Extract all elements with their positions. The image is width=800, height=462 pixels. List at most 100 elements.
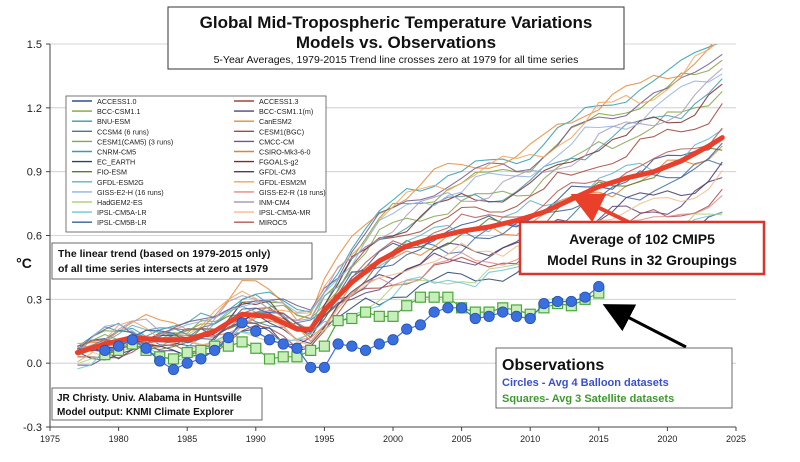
satellite-point xyxy=(373,310,385,322)
observations-arrow xyxy=(602,304,687,349)
legend-label: FGOALS-g2 xyxy=(259,158,299,167)
balloon-point xyxy=(428,306,440,318)
legend-label: HadGEM2-ES xyxy=(97,198,143,207)
x-tick-label: 2020 xyxy=(657,434,677,444)
trend-note-line2: of all time series intersects at zero at… xyxy=(58,263,268,275)
legend-label: GISS-E2-H (16 runs) xyxy=(97,188,164,197)
legend-label: ACCESS1.0 xyxy=(97,97,137,106)
observations-balloons-label: Circles - Avg 4 Balloon datasets xyxy=(502,377,669,389)
balloon-point xyxy=(593,280,605,293)
legend-label: GISS-E2-R (18 runs) xyxy=(259,188,326,197)
balloon-point xyxy=(552,295,564,308)
balloon-point xyxy=(401,323,413,335)
satellite-point xyxy=(442,291,454,303)
chart-title-line2: Models vs. Observations xyxy=(296,33,496,52)
average-annotation-box xyxy=(518,220,766,276)
legend-label: IPSL-CM5A-LR xyxy=(97,208,147,217)
legend-label: BNU-ESM xyxy=(97,117,130,126)
legend-label: BCC-CSM1.1 xyxy=(97,107,141,116)
observations-heading: Observations xyxy=(502,357,604,374)
trend-note-line1: The linear trend (based on 1979-2015 onl… xyxy=(58,248,270,260)
x-tick-label: 1995 xyxy=(314,434,334,444)
balloon-point xyxy=(222,332,234,344)
satellite-point xyxy=(359,306,372,318)
satellite-point xyxy=(414,291,427,303)
chart-title: Global Mid-Tropospheric Temperature Vari… xyxy=(200,13,593,32)
balloon-point xyxy=(305,361,317,374)
legend-label: ACCESS1.3 xyxy=(259,97,299,106)
balloon-point xyxy=(373,338,385,350)
x-tick-label: 2025 xyxy=(726,434,746,444)
x-tick-label: 1975 xyxy=(40,434,60,444)
x-tick-label: 2005 xyxy=(452,434,472,444)
balloon-point xyxy=(332,338,344,350)
balloon-point xyxy=(291,342,303,354)
model-run-line xyxy=(77,53,723,351)
balloon-point xyxy=(359,344,372,356)
balloon-point xyxy=(442,302,454,314)
satellite-point xyxy=(401,300,413,312)
observation-series xyxy=(99,280,605,376)
model-run-line xyxy=(77,44,713,345)
x-tick-label: 1980 xyxy=(109,434,129,444)
legend-label: GFDL-ESM2G xyxy=(97,178,144,187)
model-run-line xyxy=(77,44,717,363)
legend-label: CCSM4 (6 runs) xyxy=(97,127,149,136)
y-tick-label: 0.0 xyxy=(27,358,42,370)
satellite-point xyxy=(305,344,317,356)
model-average-series xyxy=(74,135,725,355)
x-tick-label: 2015 xyxy=(589,434,609,444)
balloon-point xyxy=(167,363,180,376)
legend-label: BCC-CSM1.1(m) xyxy=(259,107,313,116)
legend-label: INM-CM4 xyxy=(259,198,290,207)
satellite-point xyxy=(181,346,193,359)
y-tick-label: 1.2 xyxy=(27,103,42,115)
credit-box xyxy=(51,387,263,421)
legend-label: EC_EARTH xyxy=(97,158,135,167)
y-axis-label: °C xyxy=(16,255,32,271)
balloon-point xyxy=(538,297,550,310)
y-tick-label: -0.3 xyxy=(23,422,42,434)
balloon-point xyxy=(483,310,495,322)
satellite-point xyxy=(263,353,276,365)
y-tick-label: 1.5 xyxy=(27,39,42,51)
x-tick-label: 2010 xyxy=(520,434,540,444)
balloon-point xyxy=(524,312,536,325)
observations-satellites-label: Squares- Avg 3 Satellite datasets xyxy=(502,393,674,405)
credit-line2: Model output: KNMI Climate Explorer xyxy=(57,407,234,418)
balloon-point xyxy=(195,353,207,365)
balloon-point xyxy=(414,319,427,331)
model-run-line xyxy=(77,78,723,348)
y-tick-label: 0.3 xyxy=(27,294,42,306)
trend-note-box xyxy=(51,242,313,280)
average-annotation-line2: Model Runs in 32 Groupings xyxy=(547,252,737,268)
x-tick-label: 1985 xyxy=(177,434,197,444)
legend-label: CNRM-CM5 xyxy=(97,148,136,157)
legend-label: GFDL-ESM2M xyxy=(259,178,306,187)
legend-label: CESM1(CAM5) (3 runs) xyxy=(97,137,173,146)
balloon-point xyxy=(236,317,248,329)
balloon-point xyxy=(387,334,399,346)
balloon-point xyxy=(154,355,166,367)
x-tick-label: 2000 xyxy=(383,434,403,444)
balloon-point xyxy=(346,340,358,352)
axis-ticks: -0.3 0.0 0.3 0.6 0.9 1.2 1.5 1975 1980 1985 1990 19… xyxy=(23,39,746,444)
balloon-point xyxy=(318,361,330,374)
legend-label: CSIRO-Mk3-6-0 xyxy=(259,148,311,157)
satellite-point xyxy=(318,340,330,352)
credit-line1: JR Christy. Univ. Alabama in Huntsville xyxy=(57,393,242,404)
balloon-point xyxy=(455,302,468,314)
satellite-point xyxy=(167,353,180,365)
x-tick-label: 1990 xyxy=(246,434,266,444)
satellite-point xyxy=(387,310,399,322)
legend-label: IPSL-CM5B-LR xyxy=(97,218,147,227)
title-box xyxy=(167,6,625,70)
balloon-point xyxy=(565,295,577,308)
balloon-point xyxy=(99,344,111,356)
model-run-line xyxy=(76,73,723,354)
legend-label: CESM1(BGC) xyxy=(259,127,304,136)
legend-label: CanESM2 xyxy=(259,117,292,126)
legend-label: IPSL-CM5A-MR xyxy=(259,208,311,217)
